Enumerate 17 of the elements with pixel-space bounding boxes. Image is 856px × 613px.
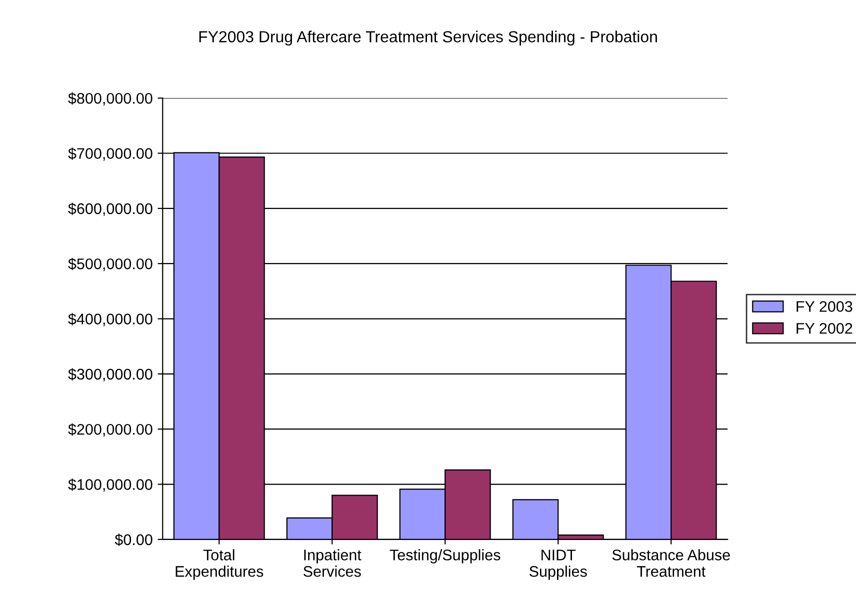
x-tick-label: Substance Abuse Treatment	[612, 549, 730, 577]
y-tick-label: $400,000.00	[68, 312, 152, 326]
x-tick-label: NIDT Supplies	[530, 550, 587, 580]
x-tick-label: Inpatient Services	[304, 549, 362, 577]
y-tick-label: $800,000.00	[68, 92, 152, 106]
x-tick-label: Testing/Supplies	[390, 549, 500, 564]
y-tick-label: $500,000.00	[68, 258, 152, 272]
legend-label: FY 2003	[796, 301, 852, 312]
chart-title: FY2003 Drug Aftercare Treatment Services Spending - Probation	[199, 30, 657, 46]
legend-label: FY 2002	[796, 322, 852, 334]
y-tick-label: $700,000.00	[68, 147, 152, 161]
y-tick-label: $300,000.00	[68, 368, 152, 382]
y-tick-label: $100,000.00	[68, 478, 152, 492]
x-tick-label: Total Expenditures	[176, 549, 264, 580]
y-tick-label: $200,000.00	[68, 423, 152, 437]
y-tick-label: $0.00	[114, 534, 152, 546]
y-tick-label: $600,000.00	[68, 202, 152, 216]
